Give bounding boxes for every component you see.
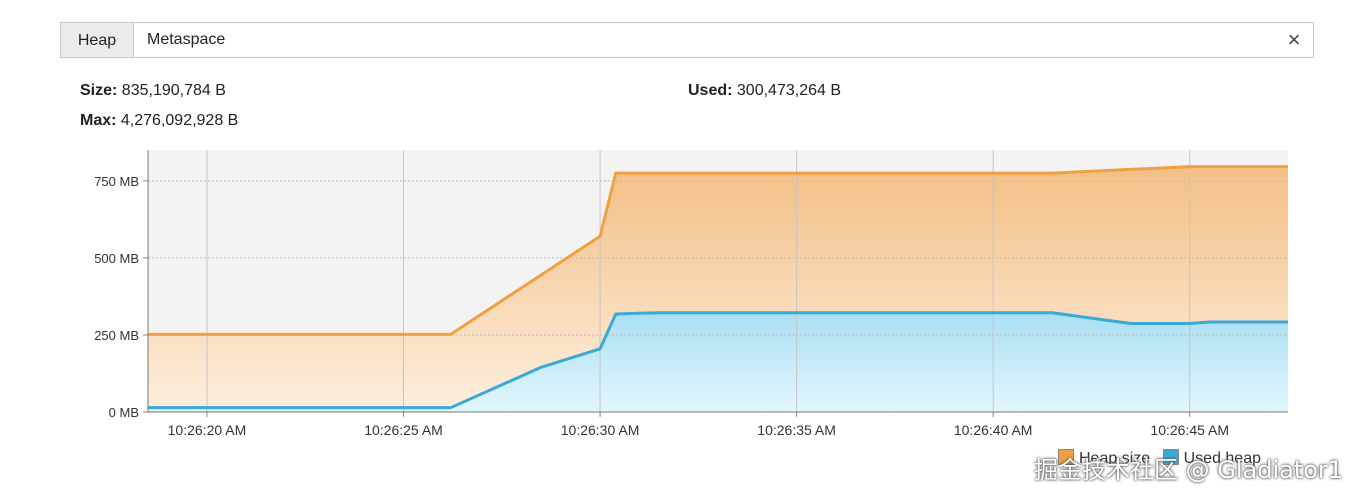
- used-stat: Used: 300,473,264 B: [688, 82, 841, 100]
- max-value: 4,276,092,928 B: [120, 112, 239, 129]
- legend-swatch-heap: [1058, 449, 1074, 465]
- series-line-heap-size: [148, 165, 1288, 336]
- size-label: Size:: [80, 82, 118, 99]
- y-tick-label: 750 MB: [94, 174, 139, 189]
- x-tick-label: 10:26:45 AM: [1150, 422, 1229, 438]
- max-label: Max:: [80, 112, 117, 129]
- tab-bar: Heap Metaspace ×: [60, 22, 1314, 58]
- y-tick-label: 500 MB: [94, 251, 139, 266]
- legend-heap-size: Heap size: [1058, 449, 1150, 468]
- watermark: 掘金技术社区 @ Gladiator1: [1034, 456, 1344, 484]
- legend-used-heap: Used heap: [1162, 449, 1261, 468]
- x-tick-label: 10:26:35 AM: [757, 422, 836, 438]
- used-label: Used:: [688, 82, 733, 99]
- x-tick-label: 10:26:20 AM: [168, 422, 247, 438]
- used-value: 300,473,264 B: [736, 82, 841, 99]
- y-tick-label: 250 MB: [94, 328, 139, 343]
- x-tick-label: 10:26:40 AM: [954, 422, 1033, 438]
- size-stat: Size: 835,190,784 B: [80, 82, 226, 100]
- tab-heap[interactable]: Heap: [60, 22, 134, 58]
- max-stat: Max: 4,276,092,928 B: [80, 112, 238, 130]
- close-icon[interactable]: ×: [1287, 27, 1301, 52]
- series-line-used-heap: [148, 311, 1288, 410]
- tab-metaspace[interactable]: Metaspace: [147, 31, 226, 48]
- size-value: 835,190,784 B: [121, 82, 226, 99]
- x-tick-label: 10:26:25 AM: [364, 422, 443, 438]
- series-area-used-heap: [148, 312, 1288, 412]
- chart-legend: Heap size Used heap: [1058, 449, 1269, 468]
- x-tick-label: 10:26:30 AM: [561, 422, 640, 438]
- y-tick-label: 0 MB: [109, 405, 139, 420]
- legend-swatch-used: [1162, 449, 1179, 465]
